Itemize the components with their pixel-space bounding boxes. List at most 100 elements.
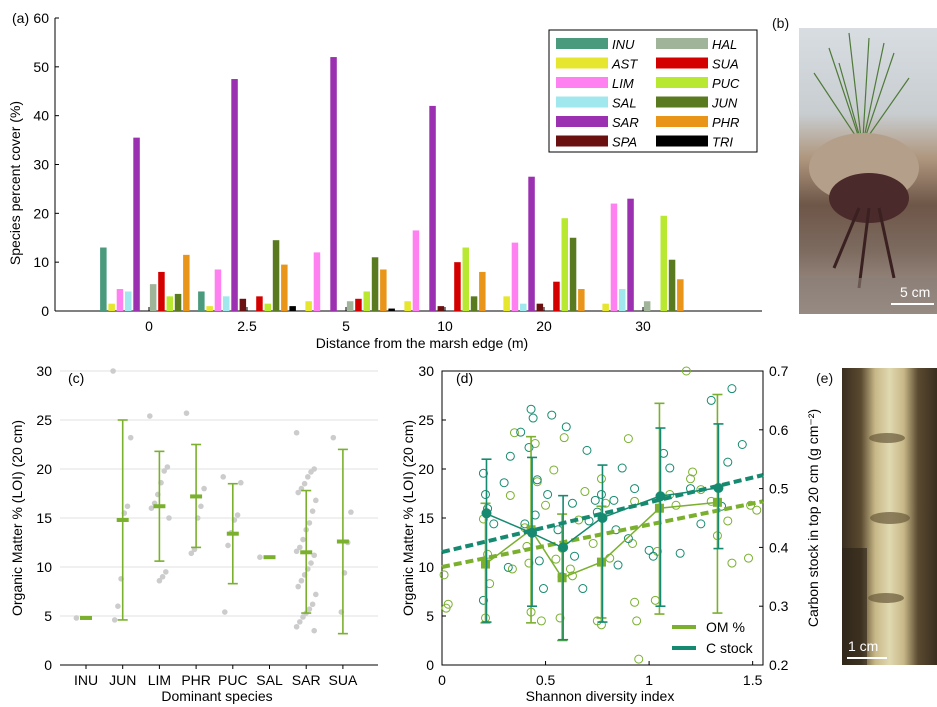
legend-swatch-PHR [656, 116, 708, 127]
point-SAR [311, 627, 318, 634]
point-cstock [723, 457, 733, 467]
bar-PUC-30 [660, 215, 667, 311]
legend-swatch-TRI [656, 135, 708, 147]
chart-a-ytick-label: 0 [41, 303, 49, 319]
point-SAR [298, 577, 305, 584]
bar-PUC-0 [166, 296, 173, 311]
bar-SAL-20 [520, 303, 527, 311]
point-SAR [293, 548, 300, 555]
point-cstock [590, 495, 600, 505]
bar-SAL-2.5 [223, 296, 230, 311]
point-SAR [301, 480, 308, 487]
point-om [650, 595, 660, 605]
bar-LIM-0 [116, 289, 124, 311]
chart-a-xlabel: Distance from the marsh edge (m) [316, 335, 528, 351]
mean-PHR [190, 494, 203, 499]
point-cstock [578, 584, 588, 594]
bar-AST-30 [602, 303, 609, 311]
point-cstock [675, 548, 685, 558]
photo-e-scale-label: 1 cm [848, 638, 879, 654]
chart-d-ytick-label: 10 [418, 559, 434, 575]
point-cstock [520, 519, 530, 529]
point-cstock [489, 519, 499, 529]
chart-a-ytick-label: 10 [33, 254, 49, 270]
chart-d-ytick-label: 15 [418, 510, 434, 526]
bar-SAR-5 [330, 57, 337, 311]
bar-LIM-30 [610, 203, 618, 311]
mean-marker-cstock [713, 483, 724, 494]
bar-LIM-2.5 [214, 269, 222, 311]
point-cstock [567, 498, 577, 508]
chart-c-ylabel: Organic Matter % (LOI) (20 cm) [9, 420, 25, 616]
bar-JUN-20 [569, 237, 577, 311]
chart-c-ytick-label: 0 [44, 657, 52, 673]
point-om [634, 654, 644, 664]
chart-d-axes: 0 5 10 15 20 25 30 0.2 0.3 0.4 0.5 0.6 0.7 0 0.5 1 1.5 [418, 363, 788, 688]
legend-swatch-SAR [556, 116, 608, 127]
point-SAR [306, 520, 313, 526]
bar-SUA-5 [355, 298, 362, 311]
point-om [632, 616, 642, 626]
point-om [727, 558, 737, 568]
photo-e-root-core: 1 cm [842, 368, 937, 665]
bar-HAL-30 [643, 301, 651, 311]
point-om [541, 500, 551, 510]
chart-a-xtick-label: 5 [342, 318, 350, 334]
mean-marker-om [654, 503, 664, 513]
legend-swatch-SAL [556, 96, 608, 108]
bar-PUC-20 [561, 218, 568, 311]
chart-d-y2tick-label: 0.2 [769, 657, 789, 673]
mean-marker-om [480, 559, 490, 569]
point-om [744, 553, 754, 563]
point-om [596, 474, 606, 484]
bar-PHR-0 [183, 254, 190, 311]
chart-c-ytick-label: 25 [36, 412, 52, 428]
bar-PHR-2.5 [281, 264, 288, 311]
chart-d-ytick-label: 5 [426, 608, 434, 624]
chart-a-ytick-label: 40 [33, 108, 49, 124]
point-PUC [222, 609, 228, 615]
legend-swatch-SPA [556, 135, 608, 147]
point-SAR [297, 544, 303, 551]
bar-SAL-0 [125, 291, 132, 311]
point-om [601, 498, 611, 508]
chart-a-ylabel: Species percent cover (%) [7, 101, 23, 265]
bar-SUA-20 [553, 281, 560, 311]
point-cstock [532, 475, 542, 485]
point-cstock [623, 534, 633, 544]
chart-d-marks [439, 366, 764, 664]
point-LIM [164, 464, 171, 470]
mean-marker-cstock [481, 508, 492, 519]
bar-SPA-20 [536, 303, 544, 311]
bar-AST-0 [108, 303, 115, 311]
point-cstock [630, 484, 640, 494]
bar-TRI-5 [388, 308, 395, 311]
point-om [505, 490, 515, 500]
mean-PUC [226, 531, 239, 536]
chart-c-ytick-label: 5 [44, 608, 52, 624]
mean-LIM [153, 504, 166, 509]
bar-INU-2.5 [198, 291, 205, 311]
point-om [681, 366, 691, 376]
chart-d-y2label: Carbon stock in top 20 cm (g cm⁻²) [805, 409, 821, 627]
point-om [439, 570, 449, 580]
chart-a-xtick-label: 20 [536, 318, 552, 334]
point-cstock [648, 551, 658, 561]
point-cstock [499, 478, 509, 488]
point-cstock [516, 427, 526, 437]
point-cstock [543, 489, 553, 499]
point-om [536, 616, 546, 626]
legend-label-SPA: SPA [612, 135, 637, 150]
point-om [628, 538, 638, 548]
point-cstock [570, 551, 580, 561]
point-PUC [225, 542, 231, 549]
chart-a-axes: 0 10 20 30 40 50 60 0 2.5 5 10 20 30 [33, 10, 762, 334]
chart-d-y2tick-label: 0.4 [769, 539, 789, 555]
chart-d-legend: OM % C stock [672, 619, 754, 656]
legend-label-JUN: JUN [711, 96, 738, 111]
bar-LIM-10 [412, 230, 420, 311]
point-INU [73, 615, 80, 621]
point-PHR [198, 503, 204, 510]
point-SAR [313, 497, 319, 504]
point-cstock [737, 440, 747, 449]
